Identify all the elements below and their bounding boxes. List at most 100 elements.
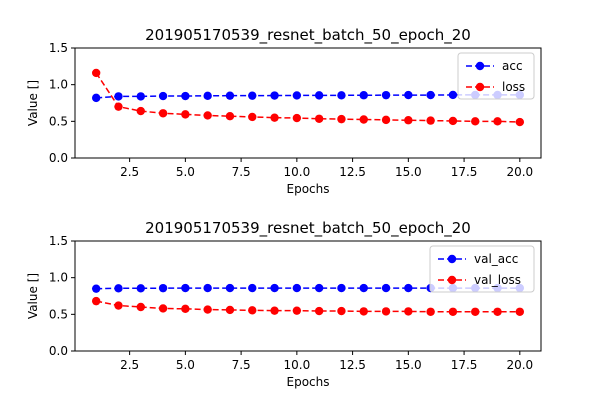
data-point: [404, 283, 413, 293]
data-point: [381, 283, 391, 293]
data-point: [448, 307, 458, 316]
data-point: [314, 283, 324, 293]
data-point: [203, 305, 212, 314]
data-point: [404, 90, 413, 100]
y-axis-label: Value []: [26, 273, 40, 319]
legend-label: loss: [502, 80, 525, 94]
legend: acc loss: [457, 52, 535, 100]
data-point: [91, 93, 101, 103]
data-point: [114, 102, 123, 111]
x-tick-label: 5.0: [176, 358, 195, 372]
x-tick-label: 7.5: [232, 165, 251, 179]
legend: val_acc val_loss: [429, 245, 535, 293]
data-point: [515, 117, 525, 127]
x-axis-label: Epochs: [287, 375, 330, 389]
data-point: [493, 117, 502, 126]
x-tick-label: 15.0: [395, 358, 422, 372]
subplot-1: 201905170539_resnet_batch_50_epoch_20 2.5…: [26, 26, 542, 196]
data-point: [292, 91, 302, 100]
data-point: [292, 306, 302, 315]
legend-entry: val_acc: [438, 252, 518, 266]
axes-frame: [74, 240, 542, 352]
data-point: [270, 113, 279, 122]
data-point: [270, 91, 279, 100]
data-point: [337, 306, 346, 316]
x-tick-label: 15.0: [395, 165, 422, 179]
data-point: [471, 307, 480, 316]
data-point: [314, 114, 324, 123]
x-tick-label: 2.5: [120, 358, 139, 372]
data-point: [448, 90, 458, 100]
legend-label: val_loss: [474, 273, 521, 287]
y-tick-label: 1.5: [49, 234, 68, 248]
data-point: [381, 307, 391, 316]
data-point: [248, 112, 257, 122]
data-point: [225, 112, 235, 121]
data-point: [203, 91, 212, 101]
legend-label: val_acc: [474, 252, 518, 266]
data-point: [248, 91, 257, 100]
data-point: [136, 284, 145, 293]
data-point: [203, 111, 212, 120]
x-tick-label: 5.0: [176, 165, 195, 179]
data-point: [359, 115, 368, 124]
data-point: [426, 116, 435, 125]
x-tick-label: 20.0: [506, 358, 533, 372]
subplots: 201905170539_resnet_batch_50_epoch_20 2.5…: [26, 26, 542, 389]
data-point: [158, 304, 168, 313]
data-point: [114, 301, 123, 310]
data-point: [158, 91, 168, 101]
legend-marker: [447, 254, 457, 264]
y-axis-label: Value []: [26, 80, 40, 126]
data-point: [314, 91, 324, 100]
data-point: [359, 283, 368, 293]
data-point: [381, 90, 391, 100]
legend-entry: acc: [466, 59, 523, 73]
x-tick-label: 10.0: [283, 165, 310, 179]
subplot-2: 201905170539_resnet_batch_50_epoch_20 2.5…: [26, 219, 542, 389]
data-point: [181, 283, 190, 293]
legend-entry: val_loss: [438, 273, 521, 287]
data-point: [181, 110, 190, 119]
data-point: [270, 306, 279, 315]
data-point: [471, 117, 480, 126]
y-tick-label: 1.5: [49, 41, 68, 55]
y-tick-label: 0.5: [49, 114, 68, 128]
chart-title: 201905170539_resnet_batch_50_epoch_20: [145, 219, 471, 238]
data-point: [292, 113, 302, 123]
legend-entry: loss: [466, 80, 525, 94]
data-point: [181, 91, 190, 101]
data-point: [426, 307, 435, 316]
data-point: [292, 283, 302, 293]
data-point: [426, 90, 435, 100]
x-tick-label: 7.5: [232, 358, 251, 372]
data-point: [225, 91, 235, 100]
data-point: [158, 109, 168, 118]
data-point: [91, 296, 101, 306]
data-point: [136, 106, 145, 116]
data-point: [225, 283, 235, 293]
x-tick-label: 10.0: [283, 358, 310, 372]
data-point: [136, 92, 145, 101]
data-point: [114, 92, 123, 101]
data-point: [158, 283, 168, 293]
series-loss: [91, 68, 525, 127]
data-point: [515, 307, 525, 316]
x-tick-label: 17.5: [451, 358, 478, 372]
axes-frame: [74, 47, 542, 159]
y-tick-label: 0.0: [49, 151, 68, 165]
y-tick-label: 0.5: [49, 307, 68, 321]
legend-marker: [475, 61, 485, 71]
x-tick-label: 12.5: [339, 358, 366, 372]
x-tick-label: 12.5: [339, 165, 366, 179]
data-point: [493, 307, 502, 316]
chart-title: 201905170539_resnet_batch_50_epoch_20: [145, 26, 471, 45]
data-point: [270, 283, 279, 293]
data-point: [337, 91, 346, 100]
x-axis-label: Epochs: [287, 182, 330, 196]
y-tick-label: 0.0: [49, 344, 68, 358]
data-point: [114, 284, 123, 293]
data-point: [448, 116, 458, 126]
data-point: [136, 302, 145, 312]
data-point: [359, 91, 368, 100]
